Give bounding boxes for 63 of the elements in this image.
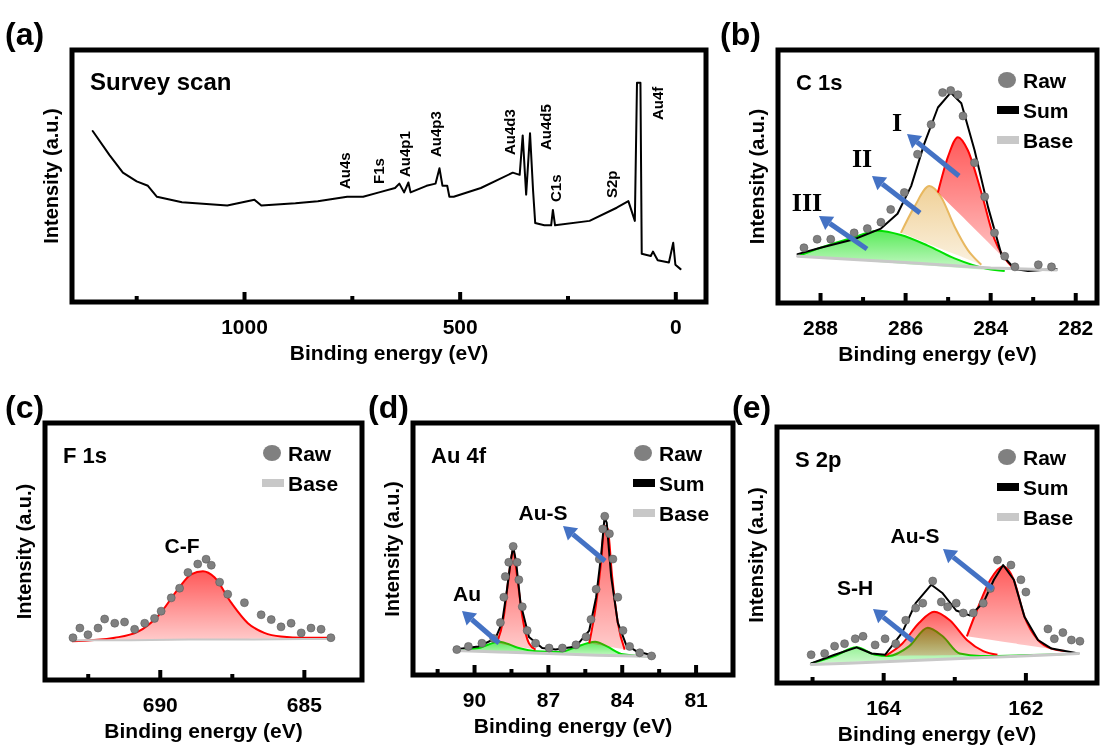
- x-tick-label: 685: [286, 693, 323, 716]
- legend-label: Sum: [659, 471, 705, 495]
- legend-label: Base: [288, 471, 339, 495]
- legend-label: Base: [659, 501, 710, 525]
- x-tick-label: 84: [610, 688, 635, 711]
- legend-label: Raw: [288, 441, 332, 465]
- chart-title: Au 4f: [431, 443, 487, 468]
- x-tick-label: 282: [1058, 316, 1094, 339]
- x-tick-label: 90: [462, 688, 487, 711]
- y-axis-title: Intensity (a.u.): [746, 108, 768, 245]
- legend-label: Raw: [1023, 68, 1067, 92]
- annotation: Au4p1: [395, 131, 413, 177]
- chart-title: Survey scan: [90, 68, 232, 95]
- x-axis-title: Binding energy (eV): [837, 722, 1037, 745]
- y-axis-title: Intensity (a.u.): [40, 108, 62, 244]
- x-axis-title: Binding energy (eV): [104, 719, 303, 742]
- x-tick-label: 1000: [221, 315, 268, 338]
- text: (e): [732, 389, 772, 425]
- x-tick-label: 81: [684, 688, 709, 711]
- x-axis-title: Binding energy (eV): [473, 714, 673, 737]
- x-tick-label: 164: [866, 696, 902, 719]
- text: (b): [720, 16, 761, 52]
- annotation: III: [791, 187, 823, 217]
- legend-label: Base: [1023, 128, 1074, 152]
- annotation: Au4p3: [426, 111, 444, 157]
- text: Au-S: [890, 523, 940, 547]
- legend-label: Base: [1023, 505, 1074, 529]
- x-tick-label: 286: [888, 316, 924, 339]
- annotation: Au: [453, 581, 481, 605]
- text: C-F: [164, 533, 200, 557]
- annotation: S2p: [602, 170, 620, 198]
- annotation: F1s: [369, 158, 387, 184]
- y-axis-title: Intensity (a.u.): [745, 487, 767, 623]
- annotation: Au4f: [648, 85, 666, 120]
- annotation: Au4d5: [536, 104, 554, 150]
- legend-label: Sum: [1023, 98, 1069, 122]
- y-axis-title: Intensity (a.u.): [13, 483, 35, 620]
- text: (a): [5, 16, 45, 52]
- chart-title: C 1s: [796, 70, 843, 95]
- text: (c): [5, 389, 45, 425]
- x-axis-title: Binding energy (eV): [838, 342, 1037, 365]
- annotation: Au4d3: [500, 109, 518, 155]
- legend-label: Raw: [1023, 445, 1067, 469]
- annotation: S-H: [836, 575, 874, 599]
- chart-title: F 1s: [63, 443, 108, 468]
- x-axis-title: Binding energy (eV): [289, 341, 489, 364]
- text: (d): [368, 389, 409, 425]
- x-tick-label: 162: [1008, 696, 1044, 719]
- x-tick-label: 87: [536, 688, 561, 711]
- annotation: Au-S: [518, 500, 568, 524]
- x-tick-label: 288: [803, 316, 839, 339]
- x-tick-label: 500: [442, 315, 478, 338]
- x-tick-label: 284: [973, 316, 1009, 339]
- x-tick-label: 690: [142, 693, 178, 716]
- annotation: Au4s: [335, 152, 353, 189]
- chart-title: S 2p: [795, 447, 842, 472]
- legend-label: Raw: [659, 441, 703, 465]
- annotation: I: [891, 107, 903, 137]
- annotation: C1s: [546, 174, 564, 202]
- legend-label: Sum: [1023, 475, 1069, 499]
- y-axis-title: Intensity (a.u.): [381, 481, 403, 617]
- annotation: II: [851, 143, 873, 173]
- x-tick-label: 0: [669, 315, 682, 338]
